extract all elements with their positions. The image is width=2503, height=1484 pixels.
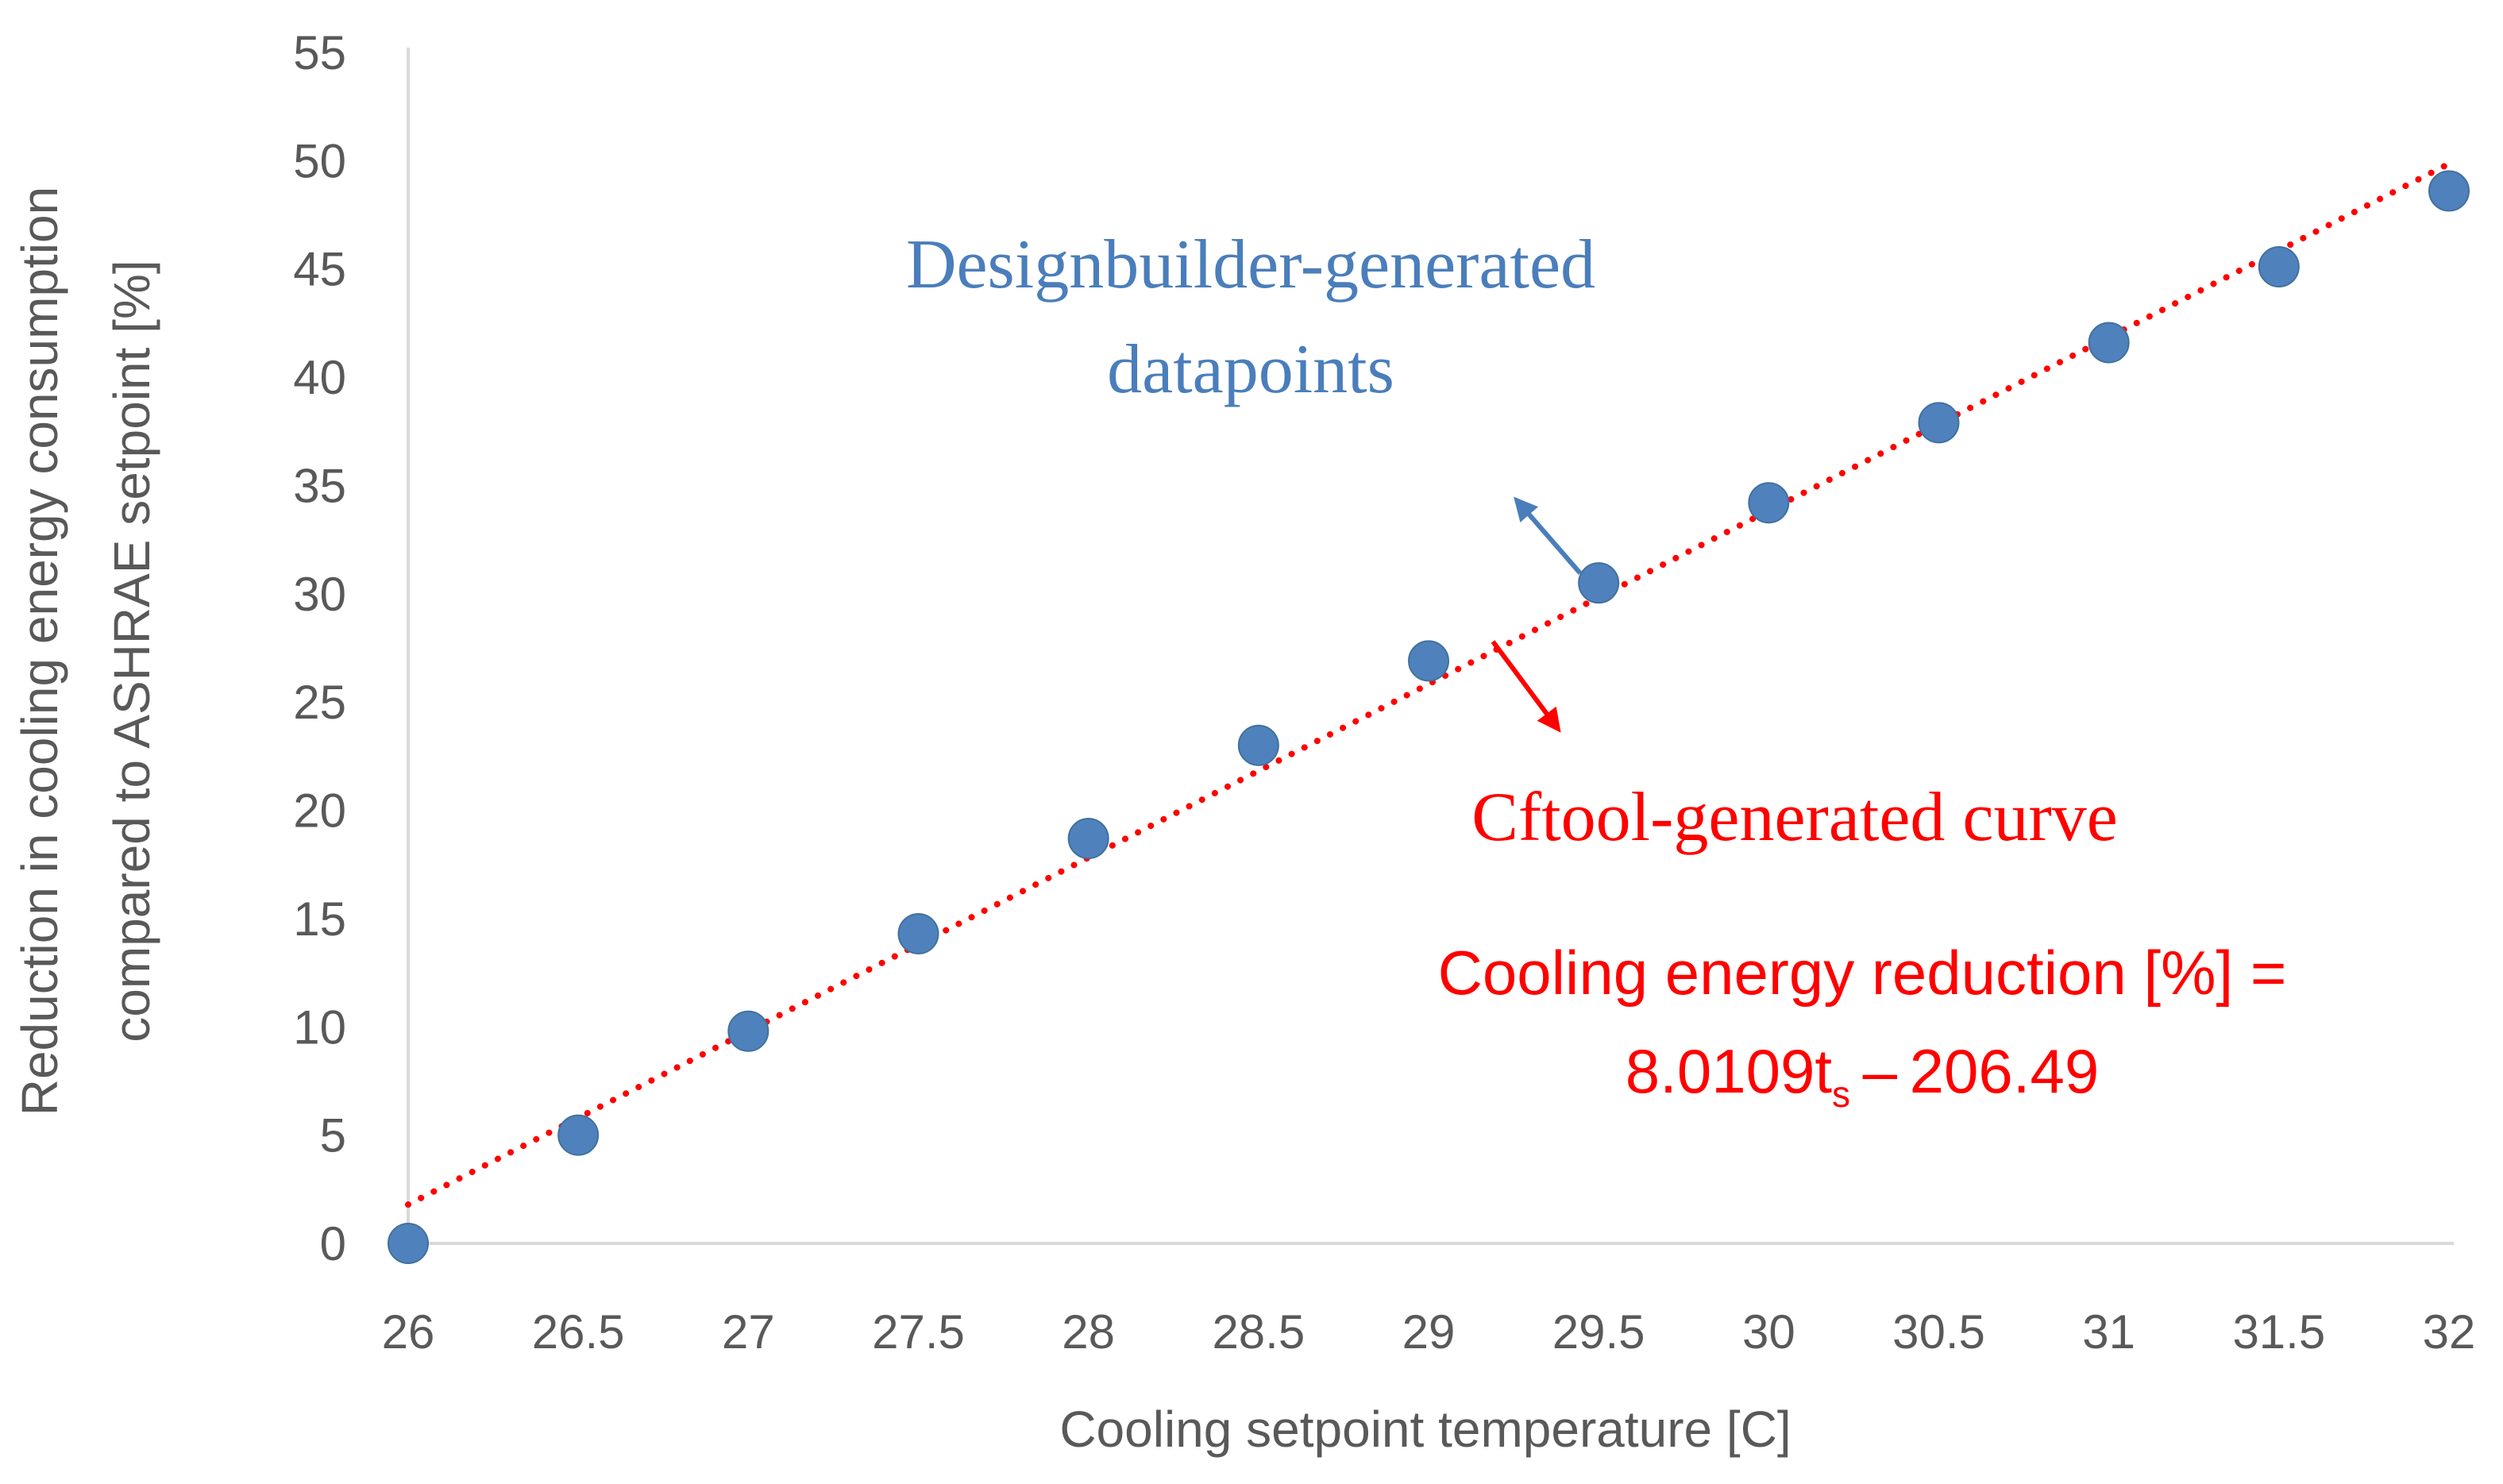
x-tick-label: 31.5: [2232, 1305, 2325, 1359]
y-tick-label: 55: [293, 26, 346, 79]
data-points: [388, 170, 2470, 1264]
data-point: [388, 1223, 429, 1264]
data-point: [2258, 246, 2300, 287]
data-point: [2088, 322, 2130, 364]
y-tick-label: 25: [293, 676, 346, 729]
equation-subscript: s: [1832, 1073, 1850, 1115]
x-tick-label: 27.5: [872, 1305, 965, 1359]
x-tick-label: 29.5: [1552, 1305, 1645, 1359]
axes: [407, 48, 2454, 1245]
data-point: [557, 1114, 600, 1156]
y-tick-label: 10: [293, 1000, 346, 1054]
x-tick-label: 26: [382, 1305, 435, 1359]
data-point: [1578, 562, 1620, 604]
y-tick-label: 35: [293, 459, 346, 512]
x-axis-title: Cooling setpoint temperature [C]: [1059, 1401, 1791, 1458]
y-axis-title: Reduction in cooling energy consumption …: [11, 187, 160, 1116]
data-point: [1067, 818, 1109, 859]
blue-annotation-line2: datapoints: [1107, 331, 1394, 408]
blue-annotation-arrow: [1514, 496, 1583, 575]
y-axis-title-line2: compared to ASHRAE setpoint [%]: [103, 260, 160, 1042]
data-point: [2428, 170, 2470, 212]
x-tick-label: 26.5: [532, 1305, 625, 1359]
x-tick-label: 30: [1742, 1305, 1795, 1359]
y-tick-label: 40: [293, 351, 346, 404]
x-tick-label: 32: [2423, 1305, 2476, 1359]
data-point: [1918, 402, 1960, 444]
y-tick-label: 15: [293, 892, 346, 946]
x-tick-label: 28: [1062, 1305, 1115, 1359]
y-tick-label: 20: [293, 784, 346, 838]
equation-line1: Cooling energy reduction [%] =: [1438, 938, 2287, 1008]
x-tick-label: 28.5: [1212, 1305, 1305, 1359]
data-point: [1237, 724, 1279, 766]
y-tick-label: 50: [293, 134, 346, 187]
equation-line2: 8.0109ts – 206.49: [1626, 1036, 2099, 1115]
y-tick-labels: 0 5 10 15 20 25 30 35 40 45 50 55: [293, 26, 346, 1270]
y-tick-label: 5: [320, 1109, 346, 1162]
data-point: [1408, 640, 1449, 682]
blue-annotation-line1: Designbuilder-generated: [906, 226, 1595, 303]
data-point: [727, 1010, 769, 1052]
data-point: [897, 913, 939, 954]
x-tick-labels: 26 26.5 27 27.5 28 28.5 29 29.5 30 30.5 31 31.5 32: [382, 1305, 2476, 1359]
x-tick-label: 31: [2082, 1305, 2135, 1359]
y-axis-title-line1: Reduction in cooling energy consumption: [11, 187, 68, 1116]
x-tick-label: 29: [1402, 1305, 1456, 1359]
x-tick-label: 30.5: [1892, 1305, 1985, 1359]
equation-intercept: – 206.49: [1850, 1036, 2099, 1106]
red-annotation-label: Cftool-generated curve: [1471, 779, 2118, 856]
x-tick-label: 27: [722, 1305, 775, 1359]
y-tick-label: 45: [293, 243, 346, 296]
y-tick-label: 0: [320, 1217, 346, 1270]
trend-line: [405, 160, 2452, 1208]
y-tick-label: 30: [293, 568, 346, 621]
equation-coefficient: 8.0109t: [1626, 1036, 1833, 1106]
data-point: [1748, 482, 1790, 524]
red-annotation-arrow: [1491, 640, 1561, 733]
